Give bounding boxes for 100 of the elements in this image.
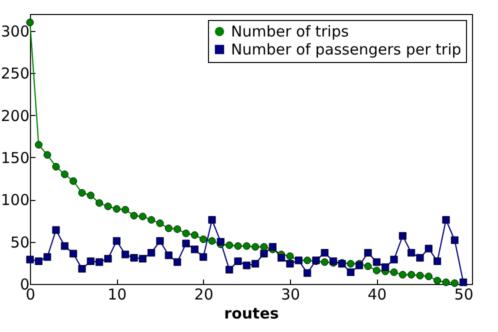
point (44, 253, 52, 261)
point (156, 219, 164, 228)
point (398, 270, 406, 278)
point (242, 262, 250, 270)
point (44, 151, 52, 159)
point (442, 216, 450, 224)
point (346, 268, 354, 276)
point (104, 202, 112, 210)
x-axis-title: routes (224, 304, 279, 322)
point (216, 238, 224, 246)
point (200, 236, 208, 244)
point (174, 258, 182, 266)
x-tick-label: 20 (194, 286, 214, 304)
point (122, 250, 130, 258)
point (442, 278, 450, 286)
point (364, 248, 372, 257)
y-tick-label: 100 (0, 191, 30, 210)
point (122, 206, 130, 214)
x-tick-label: 30 (280, 286, 300, 304)
point (252, 243, 260, 251)
point (364, 262, 372, 270)
point (96, 258, 104, 266)
point (156, 237, 164, 245)
point (174, 225, 182, 233)
point (26, 256, 34, 264)
point (182, 230, 190, 238)
x-tick-label: 10 (108, 286, 127, 304)
point (226, 241, 234, 249)
point (390, 256, 398, 264)
point (34, 141, 42, 149)
point (286, 252, 294, 260)
point (372, 258, 380, 266)
point (52, 226, 60, 234)
point (304, 269, 312, 277)
point (70, 250, 78, 258)
point (460, 278, 468, 286)
point (226, 266, 234, 274)
point (268, 243, 276, 251)
point (112, 205, 120, 213)
point (242, 242, 250, 250)
point (112, 237, 120, 245)
legend-label: Number of passengers per trip (231, 40, 462, 58)
point (320, 258, 328, 266)
point (424, 272, 432, 280)
point (408, 270, 416, 278)
point (234, 257, 242, 266)
point (164, 252, 172, 260)
point (382, 263, 390, 271)
point (304, 256, 312, 264)
point (372, 266, 380, 274)
point (208, 237, 216, 245)
point (26, 18, 34, 26)
point (434, 257, 442, 266)
point (60, 170, 68, 178)
point (164, 224, 172, 232)
point (52, 162, 60, 170)
point (398, 232, 406, 240)
point (60, 242, 68, 250)
point (424, 244, 432, 252)
point (70, 177, 78, 185)
point (408, 248, 416, 257)
point (390, 268, 398, 276)
point (148, 216, 156, 224)
point (104, 254, 112, 262)
point (190, 231, 198, 239)
y-tick-label: 250 (0, 64, 30, 83)
point (252, 260, 260, 268)
point (260, 250, 268, 258)
point (34, 257, 42, 266)
point (182, 240, 190, 248)
point (286, 260, 294, 268)
point (148, 248, 156, 257)
y-tick-label: 200 (0, 106, 30, 125)
point (278, 254, 286, 262)
point (190, 246, 198, 254)
point (130, 254, 138, 262)
point (260, 243, 268, 251)
point (234, 242, 242, 250)
point (78, 265, 86, 273)
point (346, 260, 354, 268)
x-tick-label: 50 (454, 286, 474, 304)
legend-label: Number of trips (231, 22, 349, 40)
point (416, 272, 424, 280)
y-tick-label: 300 (0, 22, 30, 40)
y-tick-label: 50 (10, 233, 30, 252)
point (96, 199, 104, 207)
point (434, 276, 442, 284)
point (450, 279, 458, 287)
point (416, 254, 424, 262)
point (130, 212, 138, 220)
point (138, 212, 146, 220)
point (138, 254, 146, 262)
point (86, 192, 94, 200)
y-tick-label: 150 (0, 148, 30, 167)
point (200, 253, 208, 261)
point (450, 236, 458, 244)
x-tick-label: 40 (368, 286, 387, 304)
point (320, 248, 328, 257)
point (86, 257, 94, 266)
point (78, 189, 86, 197)
